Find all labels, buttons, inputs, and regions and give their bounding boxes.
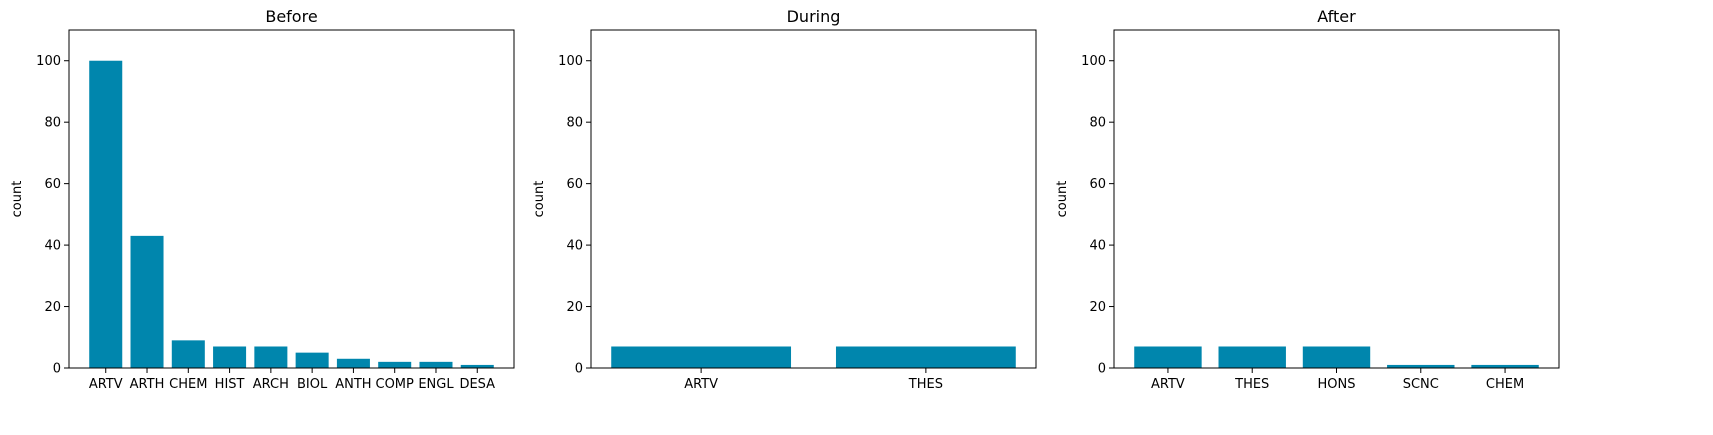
bar-scnc [1387, 364, 1455, 368]
y-axis-label: count [532, 181, 547, 218]
y-tick-label: 0 [53, 362, 61, 377]
bar-artv [611, 346, 792, 368]
axes-frame [590, 29, 1037, 369]
bar-chem [171, 340, 205, 368]
y-tick-label: 80 [566, 116, 583, 131]
y-tick-label: 40 [566, 239, 583, 254]
bar-thes [1218, 346, 1286, 368]
y-tick-label: 60 [1089, 177, 1106, 192]
x-tick-label: ENGL [418, 377, 454, 392]
y-tick-label: 80 [1089, 116, 1106, 131]
y-tick-label: 0 [575, 362, 583, 377]
bar-engl [419, 361, 453, 368]
chart-panel-after: 0 20 40 60 80 100 ARTV THES HONS SCNC CHEM After cou… [1055, 7, 1560, 392]
chart-title: During [787, 7, 841, 26]
bar-anth [336, 358, 370, 368]
y-axis-label: count [1055, 181, 1070, 218]
bar-biol [295, 352, 329, 368]
y-tick-label: 100 [558, 54, 583, 69]
x-tick-label: ARTV [684, 377, 718, 392]
x-tick-label: HIST [215, 377, 245, 392]
x-tick-label: DESA [459, 377, 495, 392]
y-tick-label: 100 [36, 54, 61, 69]
y-tick-label: 60 [566, 177, 583, 192]
x-tick-label: CHEM [1486, 377, 1524, 392]
y-tick-label: 100 [1081, 54, 1106, 69]
x-tick-label: ARTV [1151, 377, 1185, 392]
bar-artv [89, 60, 123, 368]
y-axis-label: count [10, 181, 25, 218]
x-tick-label: COMP [376, 377, 415, 392]
chart-title: After [1317, 7, 1356, 26]
bar-thes [835, 346, 1016, 368]
chart-panel-before: 0 20 40 60 80 100 ARTV ARTH CHEM HIST ARCH BIOL ANTH… [10, 7, 515, 392]
bar-comp [378, 361, 412, 368]
bar-artv [1134, 346, 1202, 368]
bar-chem [1471, 364, 1539, 368]
x-tick-label: ARTV [89, 377, 123, 392]
bar-arch [254, 346, 288, 368]
x-tick-label: HONS [1318, 377, 1356, 392]
y-tick-label: 20 [1089, 300, 1106, 315]
x-tick-label: THES [908, 377, 943, 392]
x-tick-label: ARCH [253, 377, 289, 392]
y-tick-label: 40 [44, 239, 61, 254]
x-tick-label: CHEM [169, 377, 207, 392]
bar-desa [460, 364, 494, 368]
x-tick-label: BIOL [297, 377, 328, 392]
y-tick-label: 60 [44, 177, 61, 192]
chart-title: Before [265, 7, 317, 26]
y-tick-label: 20 [44, 300, 61, 315]
x-tick-label: THES [1234, 377, 1269, 392]
bar-arth [130, 235, 164, 368]
chart-panel-during: 0 20 40 60 80 100 ARTV THES During count [532, 7, 1037, 392]
bar-hons [1302, 346, 1371, 368]
x-tick-label: ANTH [335, 377, 371, 392]
y-tick-label: 0 [1098, 362, 1106, 377]
x-tick-label: SCNC [1403, 377, 1439, 392]
axes-frame [1113, 29, 1560, 369]
y-tick-label: 20 [566, 300, 583, 315]
y-tick-label: 80 [44, 116, 61, 131]
x-tick-label: ARTH [130, 377, 165, 392]
axes-frame [68, 29, 515, 369]
bar-hist [213, 346, 247, 368]
y-tick-label: 40 [1089, 239, 1106, 254]
